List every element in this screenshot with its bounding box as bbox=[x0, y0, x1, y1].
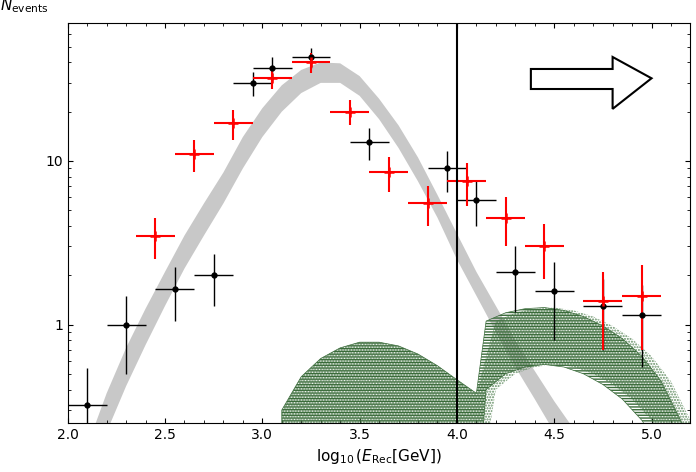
FancyArrow shape bbox=[531, 57, 651, 109]
Y-axis label: $N_{\rm events}$: $N_{\rm events}$ bbox=[0, 0, 49, 15]
X-axis label: $\log_{10}(E_{\rm Rec}[{\rm GeV}])$: $\log_{10}(E_{\rm Rec}[{\rm GeV}])$ bbox=[316, 447, 442, 466]
